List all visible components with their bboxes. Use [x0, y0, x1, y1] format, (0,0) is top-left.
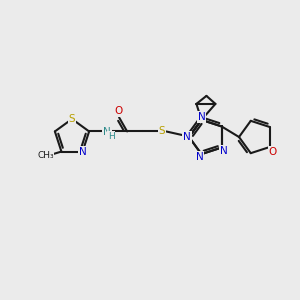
Text: S: S [159, 126, 165, 136]
Text: N: N [220, 146, 227, 156]
Text: N: N [196, 152, 203, 162]
Text: N: N [103, 128, 111, 137]
Text: O: O [114, 106, 122, 116]
Text: N: N [198, 112, 205, 122]
Text: CH₃: CH₃ [37, 151, 54, 160]
Text: S: S [69, 114, 75, 124]
Text: N: N [79, 147, 86, 157]
Text: H: H [108, 132, 115, 141]
Text: N: N [183, 132, 191, 142]
Text: O: O [268, 147, 277, 157]
